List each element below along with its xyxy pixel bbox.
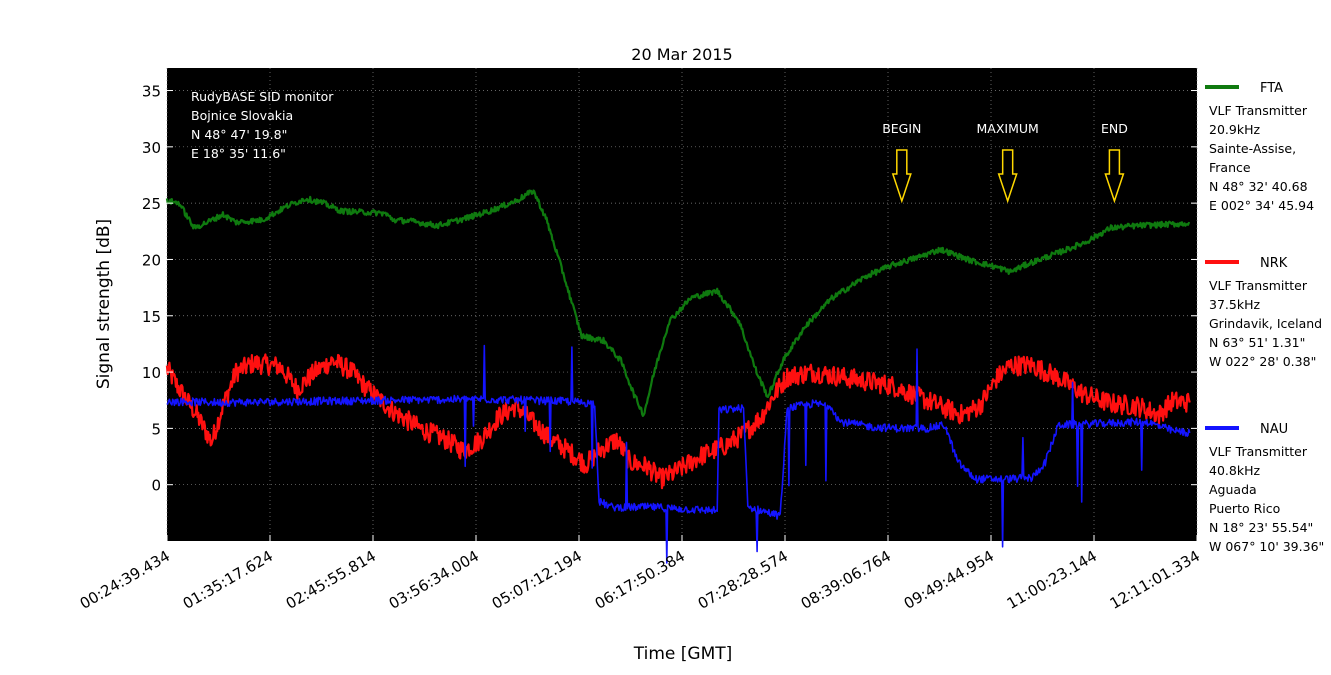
- legend-detail-line: Grindavik, Iceland: [1209, 316, 1322, 331]
- event-markers: BEGIN MAXIMUM END: [882, 121, 1128, 204]
- y-tick-label: 30: [142, 139, 161, 157]
- legend-detail-line: 37.5kHz: [1209, 297, 1260, 312]
- down-arrow-icon: [891, 149, 912, 204]
- x-axis: 00:24:39.434 01:35:17.624 02:45:55.814 03:5…: [77, 535, 1203, 613]
- x-tick-label: 08:39:06.764: [798, 547, 894, 613]
- legend-detail-line: 20.9kHz: [1209, 122, 1260, 137]
- station-info: RudyBASE SID monitor Bojnice Slovakia N 48…: [191, 89, 334, 161]
- legend-detail-line: 40.8kHz: [1209, 463, 1260, 478]
- y-axis: 0 5 10 15 20 25 30 35: [142, 83, 1197, 495]
- y-axis-label: Signal strength [dB]: [94, 219, 114, 389]
- series-layer: [165, 189, 1191, 564]
- x-tick-label: 00:24:39.434: [77, 547, 173, 613]
- x-tick-label: 05:07:12.194: [489, 547, 585, 613]
- legend-detail-line: VLF Transmitter: [1209, 444, 1308, 459]
- x-tick-label: 07:28:28.574: [695, 547, 791, 613]
- station-info-line: RudyBASE SID monitor: [191, 89, 334, 104]
- x-tick-label: 06:17:50.384: [592, 547, 688, 613]
- down-arrow-icon: [1104, 149, 1125, 204]
- station-info-line: Bojnice Slovakia: [191, 108, 293, 123]
- x-tick-label: 09:49:44.954: [901, 547, 997, 613]
- x-tick-label: 01:35:17.624: [180, 547, 276, 613]
- y-tick-label: 0: [151, 477, 161, 495]
- legend-detail-line: VLF Transmitter: [1209, 278, 1308, 293]
- x-tick-label: 02:45:55.814: [283, 547, 379, 613]
- x-tick-label: 12:11:01.334: [1107, 547, 1203, 613]
- x-tick-label: 03:56:34.004: [386, 547, 482, 613]
- marker-label: BEGIN: [882, 121, 921, 136]
- series-line-nau: [166, 344, 1191, 564]
- y-tick-label: 25: [142, 195, 161, 213]
- y-tick-label: 35: [142, 83, 161, 101]
- station-info-line: N 48° 47' 19.8": [191, 127, 287, 142]
- x-axis-label: Time [GMT]: [633, 644, 733, 664]
- legend-detail-line: N 48° 32' 40.68: [1209, 179, 1308, 194]
- chart-title: 20 Mar 2015: [631, 45, 732, 64]
- y-tick-label: 10: [142, 364, 161, 382]
- legend-series-name: FTA: [1260, 81, 1283, 96]
- legend-detail-line: Puerto Rico: [1209, 501, 1280, 516]
- legend-detail-line: W 022° 28' 0.38": [1209, 354, 1316, 369]
- marker-label: END: [1101, 121, 1128, 136]
- y-tick-label: 20: [142, 251, 161, 269]
- marker-label: MAXIMUM: [977, 121, 1039, 136]
- x-tick-label: 11:00:23.144: [1004, 547, 1100, 613]
- legend-detail-line: N 63° 51' 1.31": [1209, 335, 1305, 350]
- legend-detail-line: W 067° 10' 39.36": [1209, 539, 1324, 554]
- y-tick-label: 5: [151, 420, 161, 438]
- legend-detail-line: E 002° 34' 45.94: [1209, 198, 1314, 213]
- legend-detail-line: N 18° 23' 55.54": [1209, 520, 1313, 535]
- legend: FTA VLF Transmitter 20.9kHz Sainte-Assise, F…: [1205, 81, 1324, 554]
- station-info-line: E 18° 35' 11.6": [191, 146, 286, 161]
- legend-detail-line: France: [1209, 160, 1251, 175]
- y-tick-label: 15: [142, 308, 161, 326]
- legend-series-name: NAU: [1260, 422, 1288, 437]
- grid: [166, 68, 1198, 541]
- legend-detail-line: Aguada: [1209, 482, 1257, 497]
- down-arrow-icon: [997, 149, 1018, 204]
- series-line-nrk: [165, 353, 1191, 490]
- series-line-fta: [165, 189, 1191, 417]
- legend-detail-line: VLF Transmitter: [1209, 103, 1308, 118]
- legend-detail-line: Sainte-Assise,: [1209, 141, 1296, 156]
- legend-series-name: NRK: [1260, 256, 1288, 271]
